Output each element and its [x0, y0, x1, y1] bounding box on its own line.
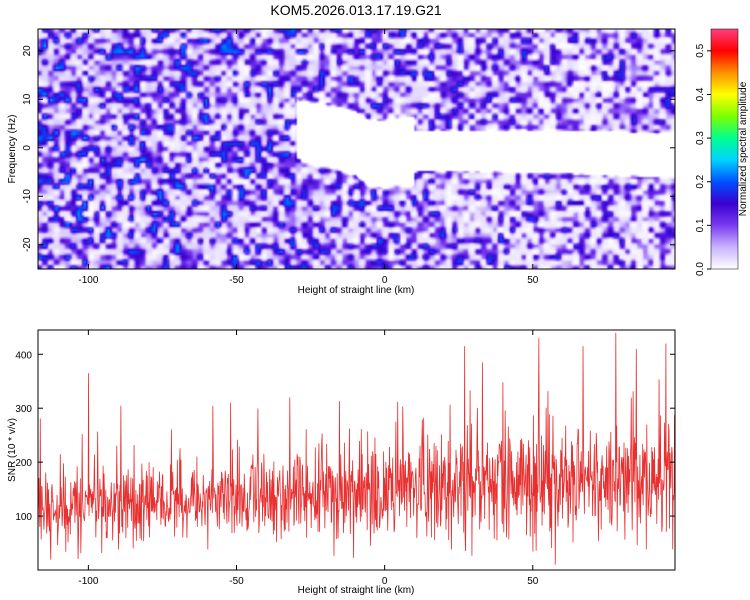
- colorbar-tick-label: 0.0: [695, 262, 706, 276]
- x-tick-label: -50: [229, 275, 244, 286]
- snr-y-label: SNR (10 * v/v): [7, 418, 18, 482]
- spectrogram-x-label: Height of straight line (km): [298, 285, 415, 296]
- x-tick-label: 50: [527, 275, 539, 286]
- x-tick-label: -100: [78, 576, 98, 587]
- y-tick-label: 10: [22, 93, 33, 105]
- x-tick-label: 50: [527, 576, 539, 587]
- y-tick-label: 200: [15, 458, 32, 469]
- snr-x-ticks: -100 -50 0 50: [78, 330, 539, 587]
- y-tick-label: 20: [22, 45, 33, 57]
- snr-series-line: [38, 332, 675, 565]
- spectrogram-y-label: Frequency (Hz): [7, 115, 18, 184]
- spectrogram-x-ticks: -100 -50 0 50: [78, 29, 539, 286]
- colorbar-tick-label: 0.5: [695, 43, 706, 57]
- x-tick-label: -50: [229, 576, 244, 587]
- figure-title: KOM5.2026.013.17.19.G21: [270, 2, 441, 18]
- y-tick-label: -10: [22, 189, 33, 204]
- x-tick-label: -100: [78, 275, 98, 286]
- y-tick-label: -20: [22, 237, 33, 252]
- spectrogram-y-ticks: -20 -10 0 10 20: [22, 45, 675, 252]
- colorbar: 0.0 0.1 0.2 0.3 0.4 0.5 Normalized spectral a…: [695, 28, 749, 276]
- colorbar-tick-label: 0.2: [695, 174, 706, 188]
- spectrogram-frame: [37, 28, 676, 270]
- snr-frame: [37, 329, 676, 571]
- colorbar-ticks: 0.0 0.1 0.2 0.3 0.4 0.5: [695, 43, 711, 276]
- y-tick-label: 300: [15, 404, 32, 415]
- snr-y-ticks: 100 200 300 400: [15, 350, 675, 523]
- x-tick-label: 0: [382, 576, 388, 587]
- colorbar-tick-label: 0.4: [695, 87, 706, 101]
- snr-x-label: Height of straight line (km): [298, 585, 415, 596]
- spectrogram-image: [38, 29, 675, 269]
- y-tick-label: 400: [15, 350, 32, 361]
- y-tick-label: 100: [15, 512, 32, 523]
- x-tick-label: 0: [382, 275, 388, 286]
- colorbar-tick-label: 0.1: [695, 218, 706, 232]
- colorbar-bar: [710, 28, 739, 270]
- colorbar-label: Normalized spectral amplitude: [738, 81, 749, 216]
- colorbar-tick-label: 0.3: [695, 131, 706, 145]
- y-tick-label: 0: [22, 145, 33, 151]
- snr-panel: -100 -50 0 50 100 200 300 400 Height of straig…: [7, 329, 676, 596]
